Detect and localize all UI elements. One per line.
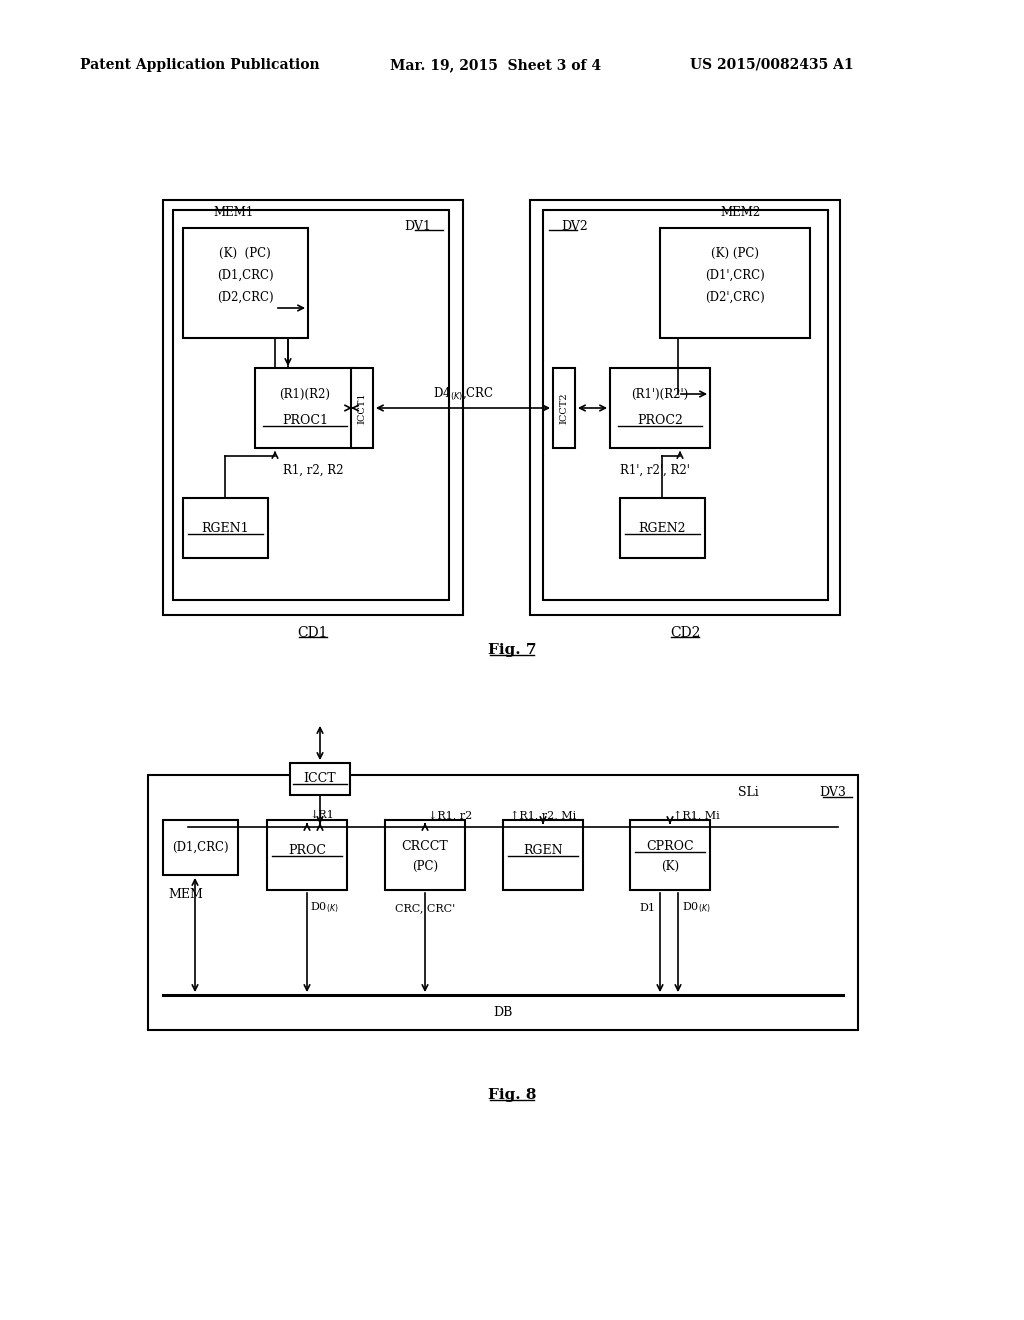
- Bar: [267, 820, 347, 890]
- Text: SLi: SLi: [738, 787, 759, 800]
- Text: RGEN: RGEN: [523, 843, 563, 857]
- Text: RGEN1: RGEN1: [201, 521, 249, 535]
- Bar: [163, 820, 238, 875]
- Bar: [553, 368, 575, 447]
- Text: D0$_{(K)}$: D0$_{(K)}$: [682, 900, 711, 915]
- Text: ↓R1: ↓R1: [310, 810, 335, 820]
- Text: (D2',CRC): (D2',CRC): [706, 290, 765, 304]
- Text: PROC: PROC: [288, 843, 326, 857]
- Bar: [543, 210, 828, 601]
- Text: R1, r2, R2: R1, r2, R2: [283, 463, 343, 477]
- Text: MEM2: MEM2: [720, 206, 760, 219]
- Text: DV3: DV3: [819, 787, 846, 800]
- Bar: [630, 820, 710, 890]
- Text: ICCT1: ICCT1: [357, 392, 367, 424]
- Text: CRCCT: CRCCT: [401, 840, 449, 853]
- Text: (K) (PC): (K) (PC): [711, 247, 759, 260]
- Text: ↓R1, r2: ↓R1, r2: [428, 810, 472, 820]
- Bar: [610, 368, 710, 447]
- Text: (R1)(R2): (R1)(R2): [280, 388, 331, 400]
- Text: CD1: CD1: [298, 626, 329, 640]
- Bar: [351, 368, 373, 447]
- Text: ICCT: ICCT: [304, 772, 336, 785]
- Text: (PC): (PC): [412, 859, 438, 873]
- Text: CRC, CRC': CRC, CRC': [395, 903, 455, 913]
- Text: CPROC: CPROC: [646, 840, 694, 853]
- Text: ICCT2: ICCT2: [559, 392, 568, 424]
- Bar: [183, 498, 268, 558]
- Bar: [385, 820, 465, 890]
- Text: DV2: DV2: [561, 219, 588, 232]
- Bar: [290, 763, 350, 795]
- Bar: [163, 201, 463, 615]
- Text: Patent Application Publication: Patent Application Publication: [80, 58, 319, 73]
- Text: CD2: CD2: [670, 626, 700, 640]
- Bar: [503, 820, 583, 890]
- Bar: [660, 228, 810, 338]
- Text: (D2,CRC): (D2,CRC): [217, 290, 273, 304]
- Text: Fig. 8: Fig. 8: [487, 1088, 537, 1102]
- Bar: [183, 228, 308, 338]
- Bar: [148, 775, 858, 1030]
- Bar: [173, 210, 449, 601]
- Text: PROC1: PROC1: [282, 413, 328, 426]
- Text: MEM1: MEM1: [213, 206, 253, 219]
- Bar: [530, 201, 840, 615]
- Text: DV1: DV1: [404, 219, 431, 232]
- Text: RGEN2: RGEN2: [638, 521, 686, 535]
- Text: D1: D1: [639, 903, 655, 913]
- Text: (R1')(R2'): (R1')(R2'): [632, 388, 688, 400]
- Text: US 2015/0082435 A1: US 2015/0082435 A1: [690, 58, 854, 73]
- Text: (K): (K): [660, 859, 679, 873]
- Text: D0$_{(K)}$: D0$_{(K)}$: [310, 900, 339, 915]
- Text: R1', r2', R2': R1', r2', R2': [620, 463, 690, 477]
- Text: Mar. 19, 2015  Sheet 3 of 4: Mar. 19, 2015 Sheet 3 of 4: [390, 58, 601, 73]
- Text: (D1,CRC): (D1,CRC): [172, 841, 228, 854]
- Bar: [620, 498, 705, 558]
- Text: ↑R1, r2, Mi: ↑R1, r2, Mi: [510, 810, 577, 820]
- Text: MEM: MEM: [168, 888, 203, 902]
- Text: DB: DB: [494, 1006, 513, 1019]
- Text: (K)  (PC): (K) (PC): [219, 247, 271, 260]
- Text: Fig. 7: Fig. 7: [487, 643, 537, 657]
- Bar: [255, 368, 355, 447]
- Text: D4$_{(K)}$,CRC: D4$_{(K)}$,CRC: [432, 385, 494, 403]
- Text: ↑R1, Mi: ↑R1, Mi: [673, 810, 720, 820]
- Text: PROC2: PROC2: [637, 413, 683, 426]
- Text: (D1',CRC): (D1',CRC): [706, 268, 765, 281]
- Text: (D1,CRC): (D1,CRC): [217, 268, 273, 281]
